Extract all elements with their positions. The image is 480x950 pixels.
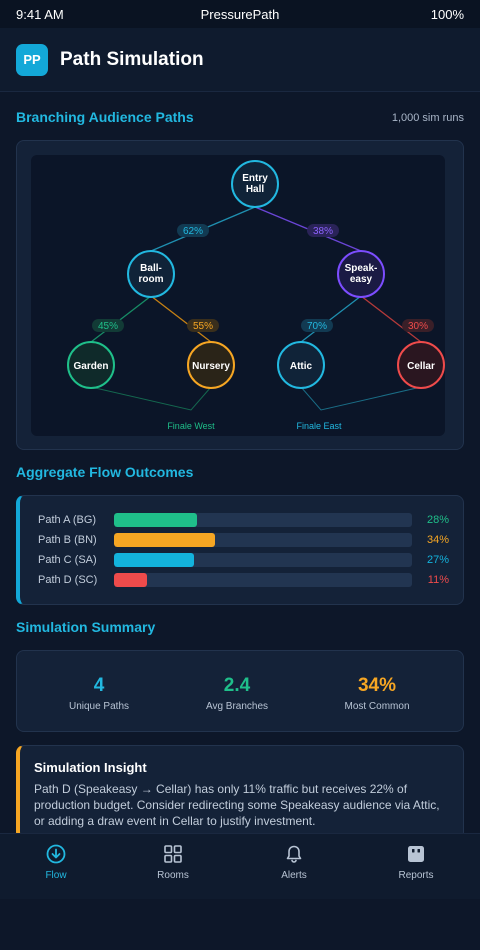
- reports-icon: [408, 846, 424, 862]
- nav-item-rooms[interactable]: Rooms: [128, 844, 218, 881]
- path-tree-card: 62% 38% 45% 55% 70% 30%: [16, 140, 464, 450]
- stat-label: Most Common: [344, 701, 410, 712]
- edge-label-ballroom-nursery: 55%: [187, 319, 219, 332]
- flow-bar-track: [114, 533, 412, 547]
- bell-icon: [286, 845, 302, 863]
- edge-label-entry-speakeasy: 38%: [307, 224, 339, 237]
- node-ballroom[interactable]: Ball- room: [127, 250, 175, 298]
- insight-body: Path D (Speakeasy → Cellar) has only 11%…: [34, 782, 440, 828]
- page-title: Path Simulation: [60, 48, 204, 70]
- svg-text:Speak-: Speak-: [345, 263, 378, 274]
- flow-bar-fill: [114, 573, 147, 587]
- nav-label: Reports: [398, 870, 434, 881]
- edge-label-entry-ballroom: 62%: [177, 224, 209, 237]
- stat-label: Unique Paths: [68, 701, 130, 712]
- finale-west-connector: [90, 386, 212, 411]
- flow-bar-track: [114, 573, 412, 587]
- rooms-icon: [164, 845, 182, 863]
- stat-avg-branches: 2.4 Avg Branches: [163, 675, 311, 712]
- flow-row-percent: 28%: [426, 514, 449, 526]
- flow-row-label: Path C (SA): [38, 554, 97, 566]
- svg-text:Cellar: Cellar: [407, 361, 435, 372]
- flow-icon: [46, 844, 66, 864]
- status-battery: 100%: [430, 6, 464, 22]
- nav-label: Alerts: [281, 870, 307, 881]
- flow-section-title: Aggregate Flow Outcomes: [16, 464, 194, 480]
- finale-west-label: Finale West: [167, 421, 215, 431]
- flow-row-percent: 11%: [427, 574, 449, 586]
- stat-unique-paths: 4 Unique Paths: [25, 675, 173, 712]
- svg-text:Ball-: Ball-: [140, 263, 162, 274]
- node-entry-hall[interactable]: Entry Hall: [231, 160, 279, 208]
- edge-label-speakeasy-cellar: 30%: [402, 319, 434, 332]
- flow-row-percent: 27%: [426, 554, 449, 566]
- stat-value: 34%: [357, 675, 397, 696]
- flow-row[interactable]: Path A (BG) 28%: [38, 510, 449, 530]
- path-tree-diagram: 62% 38% 45% 55% 70% 30%: [67, 160, 445, 431]
- flow-row-label: Path B (BN): [38, 534, 97, 546]
- svg-text:room: room: [139, 274, 164, 285]
- node-attic[interactable]: Attic: [277, 341, 325, 389]
- nav-label: Rooms: [157, 870, 189, 881]
- svg-text:easy: easy: [350, 274, 373, 285]
- edge-ballroom-nursery: [150, 295, 212, 343]
- app-header: PP Path Simulation: [0, 28, 480, 92]
- svg-text:Nursery: Nursery: [192, 361, 230, 372]
- svg-text:38%: 38%: [313, 226, 333, 237]
- node-garden[interactable]: Garden: [67, 341, 115, 389]
- bottom-nav: Flow Rooms Alerts Reports: [0, 833, 480, 899]
- status-time: 9:41 AM: [16, 6, 64, 22]
- node-cellar[interactable]: Cellar: [397, 341, 445, 389]
- flow-row[interactable]: Path C (SA) 27%: [38, 550, 449, 570]
- stat-value: 2.4: [223, 675, 251, 696]
- svg-text:62%: 62%: [183, 226, 203, 237]
- svg-text:Garden: Garden: [73, 361, 108, 372]
- nav-item-alerts[interactable]: Alerts: [249, 844, 339, 881]
- status-carrier: PressurePath: [200, 6, 280, 22]
- svg-text:Hall: Hall: [246, 184, 265, 195]
- edge-ballroom-garden: [90, 295, 152, 343]
- flow-bar-fill: [114, 553, 195, 567]
- flow-row[interactable]: Path D (SC) 11%: [38, 570, 449, 590]
- stat-most-common: 34% Most Common: [303, 675, 451, 712]
- flow-card: Path A (BG) 28% Path B (BN) 34% Path C (SA) 2…: [16, 495, 464, 605]
- edge-speakeasy-attic: [300, 295, 362, 343]
- tree-section-title: Branching Audience Paths: [16, 109, 194, 125]
- edge-label-ballroom-garden: 45%: [92, 319, 124, 332]
- stat-value: 4: [93, 675, 105, 696]
- flow-bar-track: [114, 553, 412, 567]
- summary-card: 4 Unique Paths 2.4 Avg Branches 34% Most…: [16, 650, 464, 732]
- edge-label-speakeasy-attic: 70%: [301, 319, 333, 332]
- flow-bar-track: [114, 513, 412, 527]
- node-speakeasy[interactable]: Speak- easy: [337, 250, 385, 298]
- flow-row-percent: 34%: [426, 534, 449, 546]
- flow-row-label: Path D (SC): [38, 574, 98, 586]
- path-tree-canvas: 62% 38% 45% 55% 70% 30%: [31, 155, 445, 436]
- sim-runs-count: 1,000 sim runs: [391, 112, 464, 124]
- app-logo[interactable]: PP: [16, 43, 48, 76]
- bottom-spacer: [0, 899, 480, 950]
- simulation-insight-card: Simulation Insight Path D (Speakeasy → C…: [16, 745, 464, 840]
- svg-text:45%: 45%: [98, 321, 118, 332]
- svg-text:55%: 55%: [193, 321, 213, 332]
- flow-row[interactable]: Path B (BN) 34%: [38, 530, 449, 550]
- status-bar: 9:41 AM PressurePath 100%: [0, 0, 480, 28]
- svg-text:30%: 30%: [408, 321, 428, 332]
- insight-title: Simulation Insight: [34, 760, 147, 775]
- node-nursery[interactable]: Nursery: [187, 341, 235, 389]
- flow-row-label: Path A (BG): [38, 514, 97, 526]
- stat-label: Avg Branches: [205, 701, 269, 712]
- finale-east-label: Finale East: [296, 421, 342, 431]
- edge-speakeasy-cellar: [360, 295, 422, 343]
- svg-text:Entry: Entry: [242, 173, 268, 184]
- finale-east-connector: [300, 386, 422, 411]
- summary-section-title: Simulation Summary: [16, 619, 156, 635]
- flow-bar-fill: [114, 513, 198, 527]
- nav-item-flow[interactable]: Flow: [11, 844, 101, 881]
- nav-label: Flow: [45, 870, 67, 881]
- svg-text:Attic: Attic: [290, 361, 313, 372]
- svg-text:70%: 70%: [307, 321, 327, 332]
- nav-item-reports[interactable]: Reports: [371, 844, 461, 881]
- flow-bar-fill: [114, 533, 216, 547]
